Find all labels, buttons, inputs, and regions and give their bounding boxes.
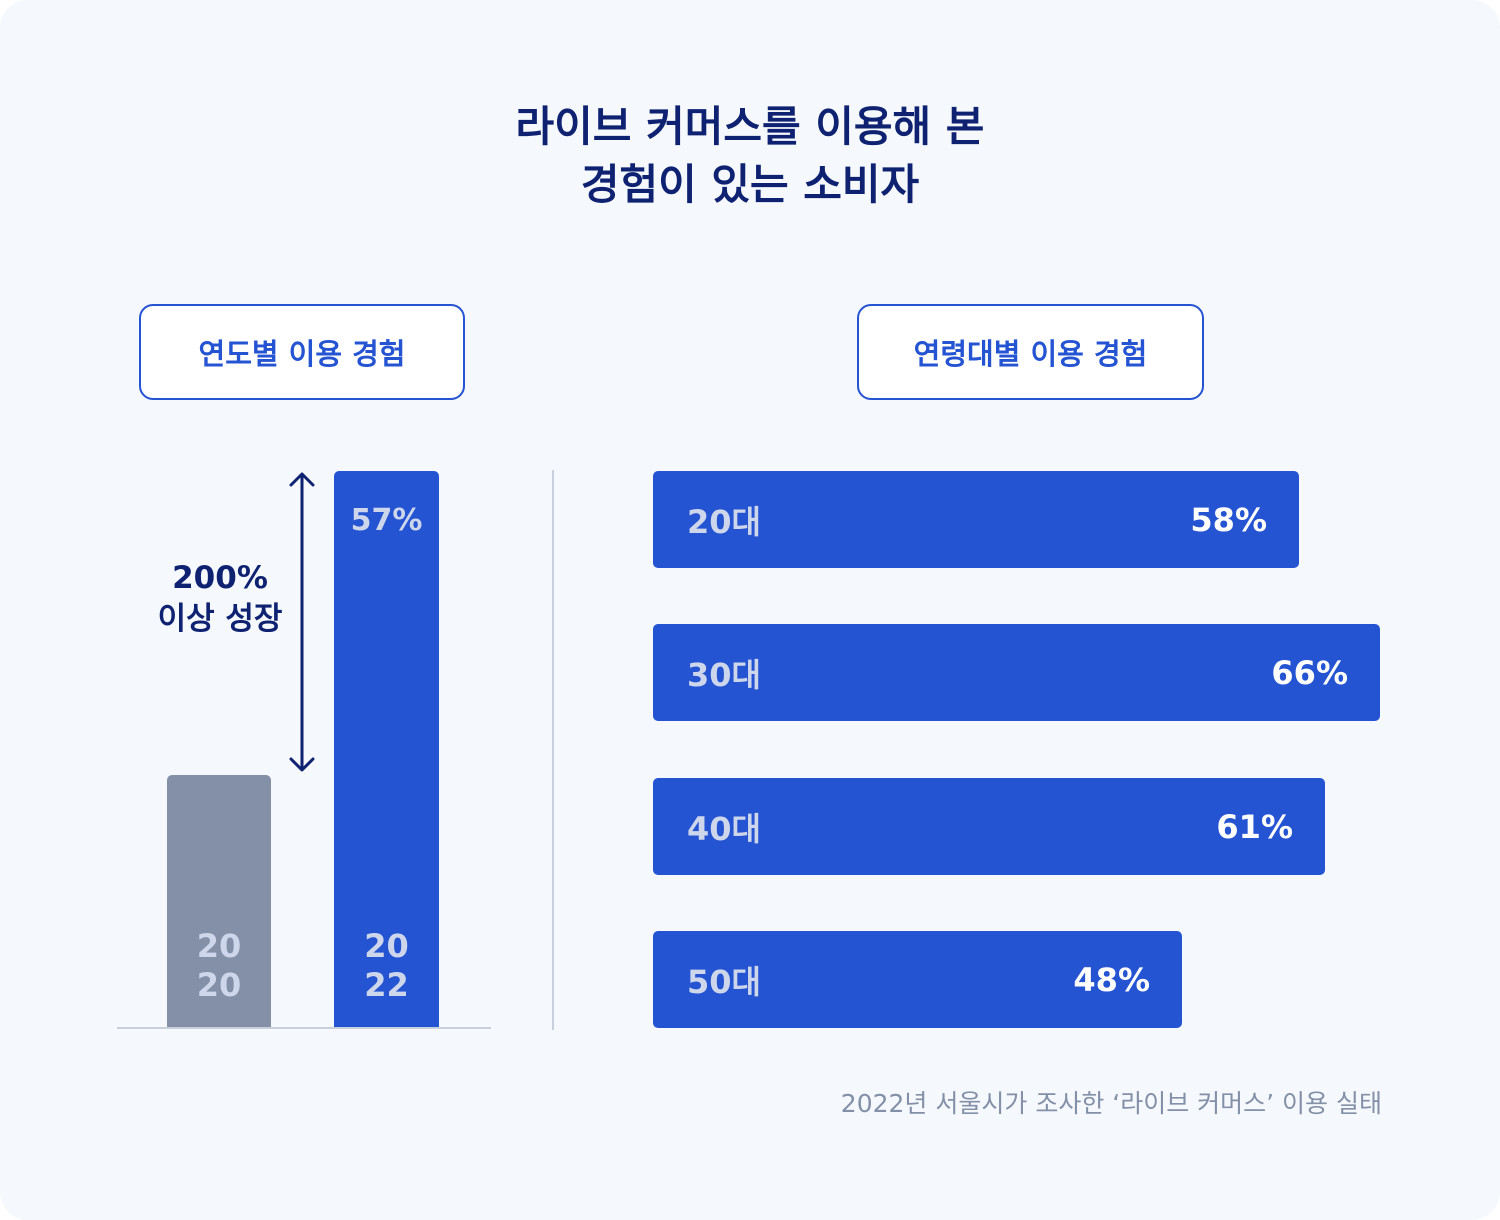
double-headed-arrow-icon [289,472,315,772]
bar-2022-year-label: 20 22 [334,927,439,1005]
age-bar-50s-value: 48% [1073,960,1150,999]
age-bar-30s-category: 30대 [687,655,761,694]
age-section-label: 연령대별 이용 경험 [857,304,1204,400]
age-bar-40s-category: 40대 [687,809,761,848]
bar-2020: 20 20 [167,775,271,1027]
bar-2022-year-bottom: 22 [364,966,409,1004]
yearly-baseline [117,1027,491,1029]
age-bar-50s: 50대 48% [653,931,1182,1028]
bar-2020-year-bottom: 20 [196,966,242,1004]
growth-percent: 200% [172,560,268,596]
age-bar-20s-value: 58% [1190,500,1267,539]
title-line-1: 라이브 커머스를 이용해 본 [515,102,985,151]
section-divider [552,470,554,1030]
page-title: 라이브 커머스를 이용해 본 경험이 있는 소비자 [0,98,1500,214]
source-note: 2022년 서울시가 조사한 ‘라이브 커머스’ 이용 실태 [840,1089,1382,1118]
age-bar-30s-value: 66% [1271,653,1348,692]
age-bar-40s-value: 61% [1216,807,1293,846]
bar-2022: 57% 20 22 [334,471,439,1027]
bar-2022-value-label: 57% [350,503,423,538]
age-bar-50s-category: 50대 [687,962,761,1001]
yearly-section-label: 연도별 이용 경험 [139,304,465,400]
bar-2022-year-top: 20 [364,927,409,965]
bar-2020-year-top: 20 [196,927,242,965]
age-bar-20s-category: 20대 [687,502,761,541]
bar-2020-year-label: 20 20 [167,927,271,1005]
growth-text: 이상 성장 [157,601,283,637]
age-bar-20s: 20대 58% [653,471,1299,568]
growth-annotation: 200% 이상 성장 [120,558,320,640]
age-bar-40s: 40대 61% [653,778,1325,875]
age-bar-30s: 30대 66% [653,624,1380,721]
title-line-2: 경험이 있는 소비자 [580,160,920,209]
